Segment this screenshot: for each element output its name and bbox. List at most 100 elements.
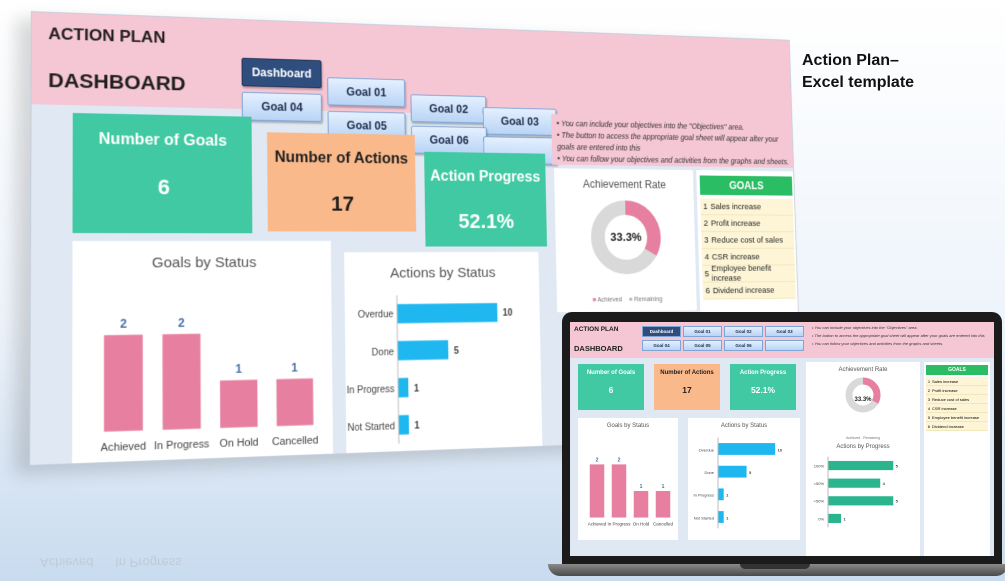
header-title-dashboard: DASHBOARD xyxy=(48,69,186,96)
goals-bar-value: 1 xyxy=(291,361,298,375)
goal-row: 1 Sales increase xyxy=(700,198,793,215)
s-nav-goal-02-button[interactable]: Goal 02 xyxy=(724,326,763,337)
s-goal-row: 2 Profit increase xyxy=(926,386,988,395)
s-legend-achieved-label: Achieved xyxy=(846,436,860,440)
s-progress-bar xyxy=(828,496,893,505)
goals-by-status-chart: 2 Achieved 2 In Progress 1 On Hold 1 Cancelled xyxy=(72,270,333,466)
actions-bar-label: Overdue xyxy=(358,310,394,321)
s-progress-bar-label: <50% xyxy=(814,499,825,504)
goals-bar-label: Cancelled xyxy=(272,435,318,448)
actions-bar xyxy=(399,415,410,435)
s-actions-bar xyxy=(718,488,724,500)
achievement-center-label: 33.3% xyxy=(604,230,648,244)
s-goals-bar xyxy=(612,464,627,517)
s-nav-goal-06-button[interactable]: Goal 06 xyxy=(724,340,763,351)
s-note-line-2: • The button to access the appropriate g… xyxy=(812,332,994,340)
s-goals-bar-label: On Hold xyxy=(633,522,650,527)
s-right-card: Achievement Rate 33.3% Achieved Remainin… xyxy=(806,362,920,556)
actions-bar-value: 1 xyxy=(414,383,420,394)
s-goal-row: 6 Dividend increase xyxy=(926,422,988,431)
s-actions-by-progress-chart: 100% 5>50% 4<50% 50% 1 xyxy=(806,450,920,534)
s-goals-bar-value: 2 xyxy=(618,457,621,463)
s-goals-list: 1 Sales increase 2 Profit increase 3 Reduc… xyxy=(924,377,990,431)
goals-bar xyxy=(276,378,313,426)
s-actions-bar xyxy=(718,443,775,455)
goal-row: 2 Profit increase xyxy=(701,215,794,232)
nav-dashboard-button[interactable]: Dashboard xyxy=(242,58,322,89)
s-goals-bar xyxy=(590,464,605,517)
goal-label: Reduce cost of sales xyxy=(711,235,783,245)
kpi-number-of-goals: Number of Goals 6 xyxy=(73,113,253,233)
s-goal-row: 4 CSR increase xyxy=(926,404,988,413)
s-nav-goal-04-button[interactable]: Goal 04 xyxy=(642,340,681,351)
s-goal-label: Sales increase xyxy=(932,379,958,384)
s-kpi-number-of-actions: Number of Actions 17 xyxy=(654,364,720,410)
s-goal-label: Dividend increase xyxy=(932,424,964,429)
reflection-label-in-progress: In Progress xyxy=(115,555,181,570)
kpi-goals-value: 6 xyxy=(73,174,253,201)
s-goal-label: Reduce cost of sales xyxy=(932,397,969,402)
s-achievement-legend: Achieved Remaining xyxy=(806,436,920,440)
nav-goal-02-button[interactable]: Goal 02 xyxy=(411,94,487,123)
achievement-rate-card: Achievement Rate 33.3% ■ Achieved ■ Rema… xyxy=(554,168,697,312)
goal-number: 1 xyxy=(700,201,710,211)
s-progress-bar-value: 4 xyxy=(883,481,886,486)
s-header-title-dashboard: DASHBOARD xyxy=(574,344,623,353)
s-goal-label: Profit increase xyxy=(932,388,958,393)
s-progress-bar xyxy=(828,479,880,488)
nav-goal-03-button[interactable]: Goal 03 xyxy=(483,107,557,136)
nav-goal-01-button[interactable]: Goal 01 xyxy=(327,77,405,107)
goals-bar-label: On Hold xyxy=(220,437,259,450)
goals-bar-label: Achieved xyxy=(101,440,146,454)
kpi-goals-label: Number of Goals xyxy=(73,131,252,151)
goals-bar-value: 1 xyxy=(235,362,242,376)
goals-panel-header: GOALS xyxy=(700,175,793,195)
s-kpi-action-progress: Action Progress 52.1% xyxy=(730,364,796,410)
legend-remaining-label: Remaining xyxy=(634,296,662,303)
s-nav-goal-03-button[interactable]: Goal 03 xyxy=(765,326,804,337)
s-note-line-1: • You can include your objectives into t… xyxy=(812,324,994,332)
s-nav-empty-button[interactable] xyxy=(765,340,804,351)
goals-bar xyxy=(220,380,258,428)
actions-bar xyxy=(397,340,448,360)
goal-label: Employee benefit increase xyxy=(711,264,795,284)
s-nav-goal-01-button[interactable]: Goal 01 xyxy=(683,326,722,337)
s-nav-dashboard-button[interactable]: Dashboard xyxy=(642,326,681,337)
s-goals-panel: GOALS 1 Sales increase 2 Profit increase 3… xyxy=(924,362,990,556)
header-title-action-plan: ACTION PLAN xyxy=(48,24,165,47)
actions-bar-label: Done xyxy=(372,347,395,358)
goals-bar-value: 2 xyxy=(120,317,127,331)
goals-by-status-card: Goals by Status 2 Achieved 2 In Progress 1 On… xyxy=(72,241,333,465)
laptop-frame: ACTION PLAN DASHBOARD Dashboard Goal 01 … xyxy=(562,312,1002,566)
s-actions-bar-label: In Progress xyxy=(694,493,714,498)
kpi-actions-value: 17 xyxy=(267,191,415,216)
goal-label: CSR increase xyxy=(712,252,760,262)
goal-number: 6 xyxy=(703,286,713,296)
kpi-progress-value: 52.1% xyxy=(425,209,547,233)
reflection-label-achieved: Achieved xyxy=(40,555,93,570)
s-actions-by-status-card: Actions by Status Overdue 10 Done 5 In Progr… xyxy=(688,418,800,540)
actions-bar-label: In Progress xyxy=(346,384,394,396)
s-kpi-progress-label: Action Progress xyxy=(730,370,796,376)
legend-achieved-label: Achieved xyxy=(597,297,622,304)
s-actions-bar-label: Overdue xyxy=(699,447,715,452)
nav-goal-04-button[interactable]: Goal 04 xyxy=(242,92,322,122)
s-instructions-notes: • You can include your objectives into t… xyxy=(810,324,994,356)
s-progress-bar xyxy=(828,514,841,523)
s-goal-row: 5 Employee benefit increase xyxy=(926,413,988,422)
s-progress-bar-label: 0% xyxy=(818,516,824,521)
s-nav-goal-05-button[interactable]: Goal 05 xyxy=(683,340,722,351)
actions-by-status-chart: Overdue 10Done 5In Progress 1Not Started 1 xyxy=(344,280,542,460)
laptop-screen: ACTION PLAN DASHBOARD Dashboard Goal 01 … xyxy=(570,322,994,556)
nav-goal-06-button[interactable]: Goal 06 xyxy=(411,126,487,155)
s-goals-bar-label: Cancelled xyxy=(653,522,674,527)
s-goals-panel-header: GOALS xyxy=(926,365,988,375)
s-goals-bar-label: In Progress xyxy=(607,522,631,527)
actions-bar xyxy=(397,303,498,323)
s-progress-bar-label: 100% xyxy=(814,463,825,468)
laptop-notch xyxy=(740,564,810,569)
s-kpi-number-of-goals: Number of Goals 6 xyxy=(578,364,644,410)
caption-line-2: Excel template xyxy=(802,72,914,94)
achievement-rate-title: Achievement Rate xyxy=(554,177,693,191)
s-progress-bar-value: 5 xyxy=(896,499,899,504)
